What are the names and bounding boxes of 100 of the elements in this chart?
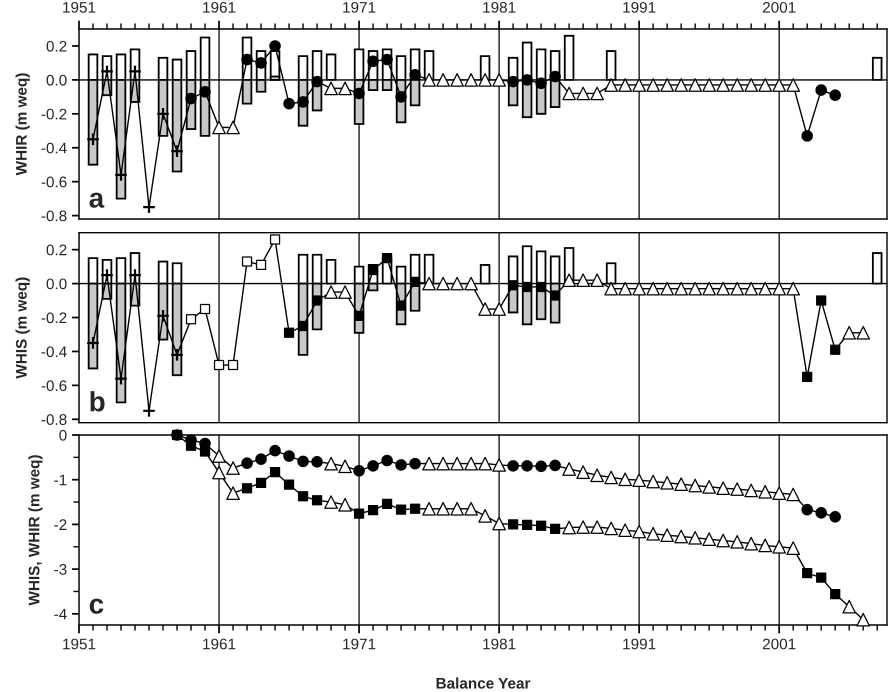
point [674,282,688,296]
point [256,260,266,270]
point [772,78,786,92]
point [312,295,322,306]
point [311,76,323,88]
point [396,300,406,311]
point [716,481,730,496]
point [688,78,702,92]
y-tick-label: -0.4 [42,142,67,154]
point [270,234,280,245]
point [786,78,800,92]
point [674,477,688,492]
point [270,466,280,478]
point [283,98,295,110]
point [156,106,170,121]
point [297,456,309,468]
y-tick-label: 0.0 [46,278,67,290]
point [241,54,253,66]
point [255,57,267,69]
point [312,495,322,506]
point [744,484,758,498]
x-tick-label: 1991 [623,638,656,650]
point [618,282,632,296]
point [576,273,590,288]
y-axis-title: WHIS, WHIR (m weq) [28,455,42,606]
point [422,456,436,470]
point [382,498,392,509]
point [507,460,519,472]
point [604,470,618,484]
point [324,495,338,509]
point [156,308,170,323]
y-tick-label: -0.6 [42,380,67,392]
point [478,73,492,87]
point [436,502,450,516]
y-tick-label: -0.6 [42,176,67,188]
annotation: c [90,598,104,614]
point [142,404,156,418]
x-tick-label: 1991 [623,2,656,13]
point [241,457,253,469]
x-axis-title: Balance Year [436,677,530,689]
point [522,282,532,292]
y-tick-label: -0.4 [42,346,67,358]
point [842,600,856,614]
y-axis-title: WHIS (m weq) [16,278,30,379]
point [830,344,840,355]
point [353,88,365,100]
point [730,482,744,496]
point [522,520,532,530]
point [507,76,519,88]
point [450,502,464,516]
point [450,456,464,470]
x-tick-label: 2001 [762,638,796,650]
point [367,55,379,68]
point [646,474,660,488]
point [242,256,252,267]
point [816,295,826,306]
point [212,466,226,480]
point [114,372,128,386]
point [492,302,506,316]
point [856,612,870,626]
point [716,282,730,296]
point [478,509,492,523]
point [396,504,406,515]
x-tick-label: 1961 [203,2,236,13]
point [702,532,716,546]
point [716,534,730,548]
point [632,473,646,487]
point [508,280,518,290]
point [450,276,464,290]
point [185,92,197,104]
x-tick-label: 1981 [483,638,516,650]
y-tick-label: 0.2 [46,244,66,256]
point [536,520,546,531]
point [269,40,281,52]
point [338,82,352,96]
point [395,91,407,103]
point [562,462,576,476]
point [464,502,478,516]
point [226,461,240,475]
point [382,253,392,264]
point [521,460,533,472]
point [353,464,365,477]
point [688,282,702,296]
point [226,120,240,134]
point [590,273,604,288]
x-tick-label: 2001 [762,2,796,13]
y-tick-label: -4 [54,608,67,620]
point [758,484,772,499]
y-tick-label: -2 [54,519,66,530]
point [590,520,604,534]
point [618,523,632,538]
point [86,336,100,350]
point [688,478,702,492]
point [674,530,688,544]
point [410,276,420,288]
point [646,282,660,296]
point [100,268,114,282]
y-tick-label: -1 [54,474,66,486]
point [324,456,338,470]
point [815,507,827,519]
